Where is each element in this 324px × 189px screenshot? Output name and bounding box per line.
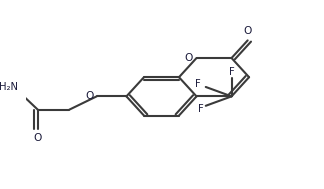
Text: O: O [243,26,252,36]
Text: O: O [185,53,193,63]
Text: F: F [198,104,204,114]
Text: F: F [229,67,235,77]
Text: H₂N: H₂N [0,82,18,91]
Text: O: O [85,91,94,101]
Text: F: F [195,79,201,89]
Text: O: O [34,132,42,143]
